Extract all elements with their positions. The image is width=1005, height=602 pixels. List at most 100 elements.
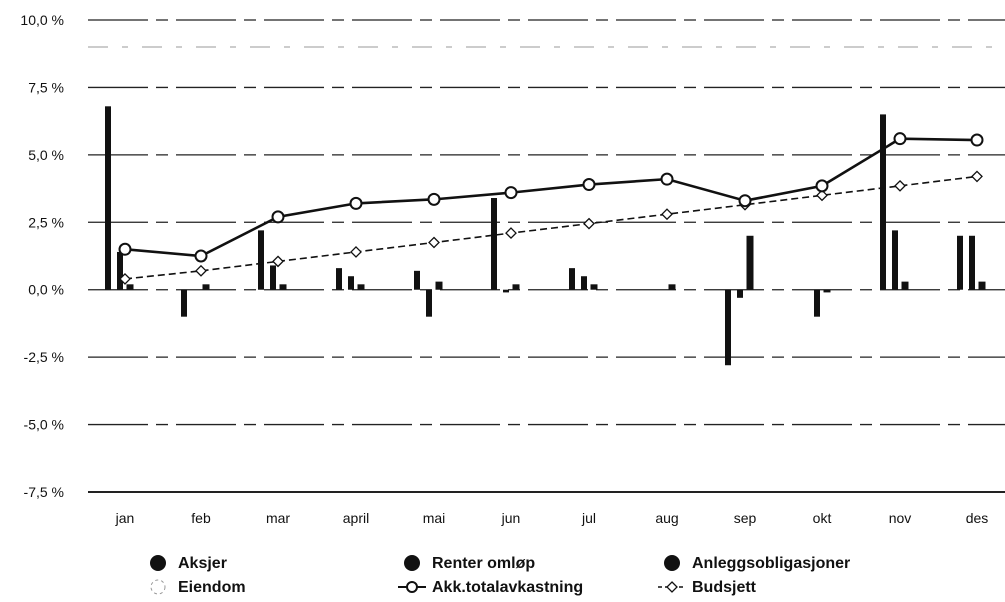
- x-tick-label: mar: [266, 510, 290, 526]
- legend-label: Budsjett: [692, 579, 757, 596]
- point-budsjett: [195, 264, 207, 277]
- bar-anleggsobligasjoner: [202, 284, 210, 290]
- bar-aksjer: [569, 268, 575, 290]
- bar-anleggsobligasjoner: [126, 284, 134, 290]
- point-budsjett: [894, 179, 906, 192]
- x-tick-label: jan: [115, 510, 135, 526]
- y-tick-label: -7,5 %: [24, 484, 64, 500]
- point-akk-totalavkastning: [738, 194, 752, 208]
- x-tick-label: feb: [191, 510, 211, 526]
- point-budsjett: [428, 236, 440, 249]
- bar-aksjer: [491, 198, 497, 290]
- y-tick-label: 2,5 %: [28, 214, 64, 230]
- point-budsjett: [661, 208, 673, 221]
- legend-item: Renter omløp: [404, 555, 535, 572]
- y-tick-label: -5,0 %: [24, 417, 64, 433]
- grid-lines: [88, 19, 1005, 493]
- point-akk-totalavkastning: [271, 210, 285, 224]
- legend-item: Akk.totalavkastning: [398, 579, 583, 596]
- x-axis-tick-labels: jan feb mar april mai jun jul aug sep okt nov des: [115, 510, 989, 526]
- point-akk-totalavkastning: [504, 186, 518, 200]
- point-budsjett: [119, 273, 131, 285]
- point-budsjett: [505, 227, 517, 239]
- bar-series: [105, 106, 986, 366]
- bar-renter-oml-p: [348, 276, 354, 290]
- bar-aksjer: [258, 230, 264, 290]
- point-akk-totalavkastning: [118, 242, 132, 256]
- y-axis-tick-labels: 10,0 % 7,5 % 5,0 % 2,5 % 0,0 % -2,5 % -5,0 % -7…: [20, 12, 64, 500]
- bar-renter-oml-p: [117, 251, 123, 290]
- x-tick-label: sep: [734, 510, 757, 526]
- bar-anleggsobligasjoner: [746, 235, 754, 290]
- point-akk-totalavkastning: [970, 133, 984, 147]
- bar-aksjer: [880, 114, 886, 290]
- bar-aksjer: [414, 270, 420, 290]
- x-tick-label: jun: [501, 510, 521, 526]
- point-budsjett: [350, 246, 362, 258]
- point-budsjett: [971, 170, 983, 183]
- bar-aksjer: [725, 289, 731, 366]
- legend-marker-filled-circle: [404, 555, 420, 571]
- legend-label: Akk.totalavkastning: [432, 579, 583, 596]
- legend-item: Budsjett: [658, 579, 757, 596]
- bar-renter-oml-p: [969, 235, 975, 290]
- y-tick-label: 5,0 %: [28, 147, 64, 163]
- bar-aksjer: [336, 268, 342, 290]
- point-akk-totalavkastning: [427, 192, 441, 206]
- bar-anleggsobligasjoner: [978, 281, 986, 290]
- legend-marker-filled-circle: [664, 555, 680, 571]
- bar-anleggsobligasjoner: [901, 281, 909, 290]
- x-tick-label: aug: [655, 510, 678, 526]
- point-akk-totalavkastning: [893, 132, 907, 146]
- x-tick-label: jul: [581, 510, 596, 526]
- bar-renter-oml-p: [270, 265, 276, 290]
- legend: Aksjer Renter omløp Anleggsobligasjoner Eie…: [150, 555, 850, 596]
- x-tick-label: nov: [889, 510, 912, 526]
- bar-renter-oml-p: [503, 289, 509, 293]
- y-tick-label: -2,5 %: [24, 349, 64, 365]
- bar-aksjer: [181, 289, 187, 317]
- legend-marker-diamond: [666, 581, 678, 593]
- x-tick-label: okt: [813, 510, 832, 526]
- point-akk-totalavkastning: [660, 172, 674, 186]
- legend-label: Aksjer: [178, 555, 227, 572]
- legend-label: Eiendom: [178, 579, 246, 596]
- bar-renter-oml-p: [814, 289, 820, 317]
- y-tick-label: 7,5 %: [28, 79, 64, 95]
- legend-marker-filled-circle: [150, 555, 166, 571]
- bar-renter-oml-p: [426, 289, 432, 317]
- legend-marker-dashed-circle: [150, 579, 166, 595]
- point-akk-totalavkastning: [194, 249, 208, 263]
- x-tick-label: april: [343, 510, 369, 526]
- bar-aksjer: [105, 106, 111, 290]
- x-tick-label: mai: [423, 510, 446, 526]
- bar-renter-oml-p: [581, 276, 587, 290]
- line-akk-totalavkastning: [124, 137, 978, 258]
- bar-renter-oml-p: [892, 230, 898, 290]
- point-budsjett: [816, 189, 828, 202]
- bar-renter-oml-p: [737, 289, 743, 298]
- legend-label: Anleggsobligasjoner: [692, 555, 850, 572]
- bar-anleggsobligasjoner: [668, 284, 676, 290]
- legend-item: Eiendom: [150, 579, 246, 596]
- point-akk-totalavkastning: [815, 179, 829, 193]
- point-akk-totalavkastning: [582, 178, 596, 192]
- bar-anleggsobligasjoner: [823, 289, 831, 293]
- point-budsjett: [272, 255, 284, 268]
- bar-anleggsobligasjoner: [279, 284, 287, 290]
- legend-marker-circle: [406, 581, 418, 593]
- y-tick-label: 10,0 %: [20, 12, 64, 28]
- line-series: [118, 132, 984, 285]
- legend-item: Aksjer: [150, 555, 227, 572]
- bar-anleggsobligasjoner: [435, 281, 443, 290]
- x-tick-label: des: [966, 510, 989, 526]
- line-budsjett: [124, 175, 978, 280]
- bar-anleggsobligasjoner: [590, 284, 598, 290]
- y-tick-label: 0,0 %: [28, 282, 64, 298]
- legend-item: Anleggsobligasjoner: [664, 555, 850, 572]
- point-budsjett: [583, 217, 595, 230]
- point-akk-totalavkastning: [349, 196, 363, 210]
- bar-anleggsobligasjoner: [357, 284, 365, 290]
- legend-label: Renter omløp: [432, 555, 535, 572]
